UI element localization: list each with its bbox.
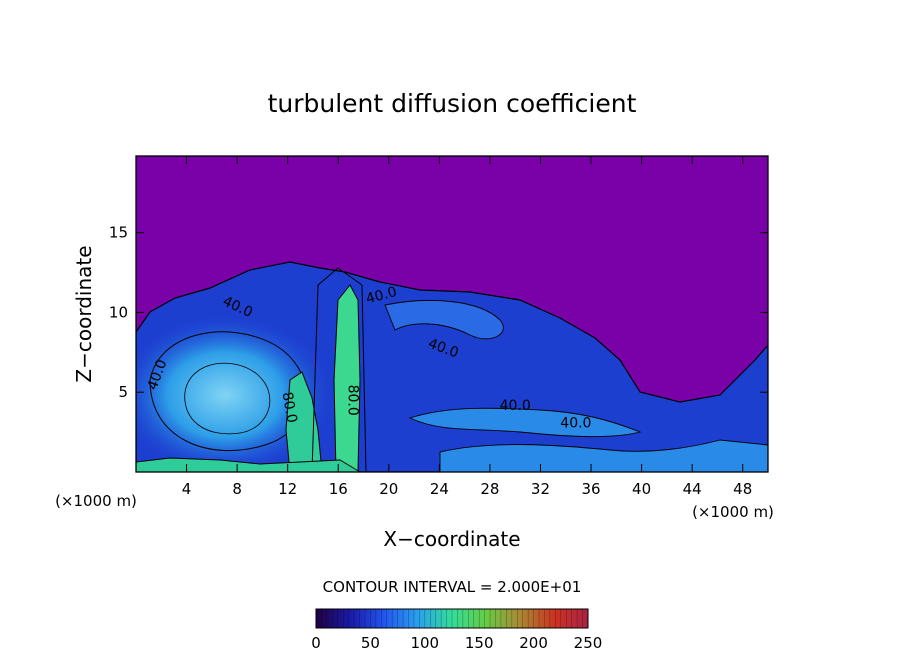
x-unit-right: (×1000 m)	[692, 503, 774, 521]
x-tick-label: 16	[329, 480, 348, 498]
central-column	[311, 267, 367, 472]
colorbar-tick-label: 100	[410, 634, 439, 652]
y-tick-label: 5	[118, 383, 128, 401]
x-tick-label: 40	[632, 480, 651, 498]
lower-right-band	[439, 439, 768, 472]
colorbar-tick-label: 0	[311, 634, 321, 652]
x-tick-label: 32	[531, 480, 550, 498]
chart-title: turbulent diffusion coefficient	[268, 89, 637, 118]
x-tick-label: 20	[379, 480, 398, 498]
upper-right-contour	[384, 299, 504, 340]
contour-label: 80.0	[344, 385, 360, 416]
y-axis-ticks: 5 10 15	[109, 224, 768, 401]
x-axis-ticks: 4 8 12 16 20 24 28 32 36 40 44 48	[182, 156, 752, 498]
x-tick-label: 8	[232, 480, 242, 498]
contour-label: 40.0	[560, 415, 591, 431]
plot-frame	[135, 155, 769, 473]
x-tick-label: 24	[430, 480, 449, 498]
y-axis-label: Z−coordinate	[72, 245, 96, 382]
contour-label: 40.0	[500, 398, 531, 414]
x-unit-left: (×1000 m)	[55, 492, 137, 510]
y-tick-label: 15	[109, 224, 128, 242]
contour-label: 80.0	[279, 391, 300, 424]
x-tick-label: 28	[480, 480, 499, 498]
vortex-core	[136, 317, 330, 472]
x-tick-label: 36	[581, 480, 600, 498]
contour-label: 40.0	[364, 284, 398, 308]
colorbar-tick-label: 250	[574, 634, 603, 652]
bright-band	[136, 457, 361, 472]
colorbar-tick-label: 200	[519, 634, 548, 652]
updraft-center	[333, 284, 361, 472]
colorbar-tick-label: 50	[361, 634, 380, 652]
colorbar-tick-label: 150	[465, 634, 494, 652]
x-axis-label: X−coordinate	[383, 527, 520, 551]
field-layer	[136, 156, 768, 472]
x-tick-label: 48	[733, 480, 752, 498]
contour-interval-text: CONTOUR INTERVAL = 2.000E+01	[323, 578, 582, 596]
colorbar-frame	[315, 608, 589, 629]
x-tick-label: 12	[278, 480, 297, 498]
x-tick-label: 4	[182, 480, 192, 498]
vortex-contour-inner	[184, 362, 271, 435]
colorbar-labels: 0 50 100 150 200 250	[311, 634, 602, 652]
y-tick-label: 10	[109, 303, 128, 321]
mid-right-band	[408, 407, 642, 438]
x-tick-label: 44	[683, 480, 702, 498]
